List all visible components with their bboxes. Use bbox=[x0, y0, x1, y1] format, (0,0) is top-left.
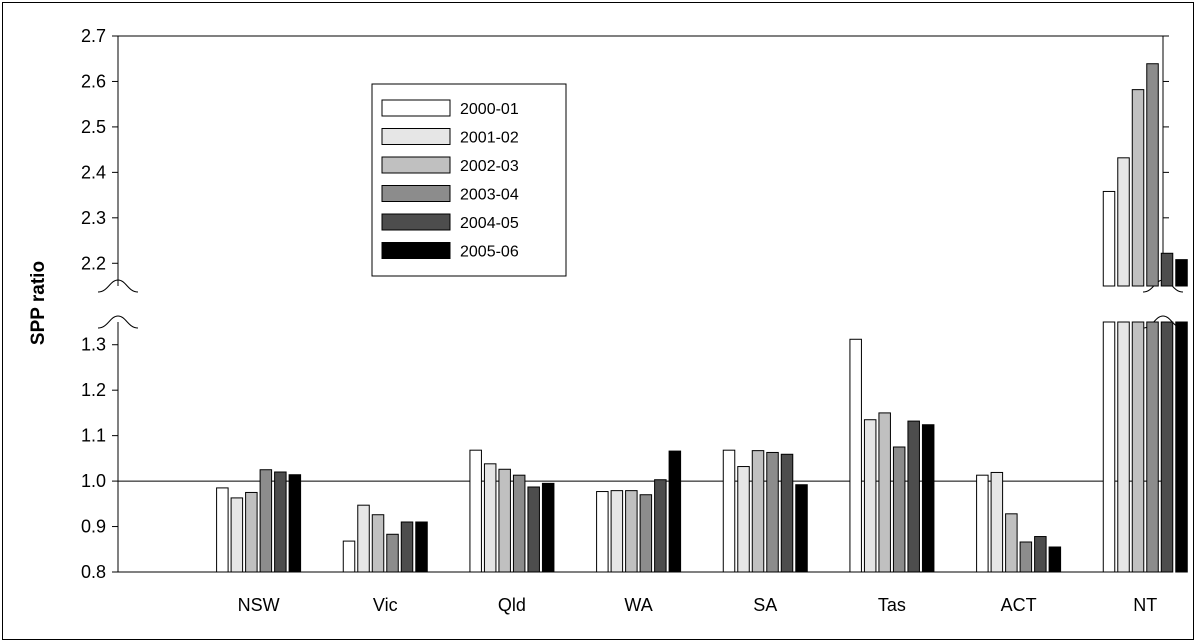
x-tick-label-ACT: ACT bbox=[1001, 595, 1037, 615]
bar-Qld-2001-02 bbox=[483, 463, 497, 573]
bar-NT-2004-05-upper bbox=[1160, 252, 1174, 287]
bar-NT-2003-04-lower bbox=[1146, 321, 1159, 573]
bar-Qld-2004-05 bbox=[527, 486, 540, 573]
bars bbox=[216, 63, 1188, 573]
bar-WA-2001-02 bbox=[610, 490, 624, 573]
legend-swatch-2004-05 bbox=[381, 213, 451, 231]
bar-ACT-2002-03 bbox=[1005, 513, 1018, 573]
bar-Vic-2001-02 bbox=[357, 504, 370, 573]
legend-label-2000-01: 2000-01 bbox=[460, 101, 519, 118]
bar-Vic-2005-06 bbox=[415, 521, 428, 573]
bar-NSW-2005-06 bbox=[288, 474, 302, 573]
bar-ACT-2003-04 bbox=[1019, 541, 1033, 573]
bar-SA-2003-04 bbox=[766, 451, 779, 573]
bar-NT-2001-02-lower bbox=[1117, 321, 1130, 573]
bar-NT-2000-01-upper bbox=[1102, 190, 1116, 287]
x-tick-label-Tas: Tas bbox=[878, 595, 906, 615]
lower-y-tick-label: 1.3 bbox=[81, 335, 106, 355]
bar-ACT-2005-06 bbox=[1048, 546, 1062, 573]
bar-NT-2005-06-lower bbox=[1175, 321, 1188, 573]
legend-swatch-2005-06 bbox=[381, 242, 451, 259]
legend-swatch-2001-02 bbox=[381, 128, 451, 145]
bar-Tas-2003-04 bbox=[892, 446, 906, 573]
bar-NT-2004-05-lower bbox=[1160, 321, 1174, 573]
bar-Tas-2005-06 bbox=[921, 424, 935, 573]
bar-WA-2000-01 bbox=[596, 491, 609, 573]
bar-ACT-2000-01 bbox=[976, 474, 989, 573]
bar-NSW-2004-05 bbox=[274, 471, 287, 573]
x-tick-label-Qld: Qld bbox=[498, 595, 526, 615]
axis-break-left-upper bbox=[97, 279, 139, 293]
bar-Vic-2003-04 bbox=[386, 533, 399, 573]
legend-swatch-2003-04 bbox=[381, 185, 451, 202]
legend-swatch-2002-03 bbox=[381, 156, 451, 174]
y-axis-label: SPP ratio bbox=[28, 261, 49, 345]
bar-SA-2005-06 bbox=[795, 484, 808, 573]
bar-SA-2002-03 bbox=[751, 450, 765, 573]
upper-y-tick-label: 2.6 bbox=[81, 71, 106, 91]
bar-NT-2002-03-upper bbox=[1131, 89, 1145, 287]
legend-label-2003-04: 2003-04 bbox=[460, 187, 519, 204]
axis-break-left-lower bbox=[97, 315, 139, 329]
legend: 2000-01 2001-02 2002-03 2003-04 2004-05 2005-… bbox=[371, 83, 567, 277]
x-tick-label-SA: SA bbox=[753, 595, 777, 615]
upper-y-tick-label: 2.2 bbox=[81, 253, 106, 273]
bar-WA-2004-05 bbox=[654, 479, 667, 573]
bar-SA-2000-01 bbox=[722, 449, 736, 573]
upper-y-tick-label: 2.5 bbox=[81, 117, 106, 137]
legend-label-2005-06: 2005-06 bbox=[460, 244, 519, 261]
bar-Vic-2004-05 bbox=[400, 521, 414, 573]
bar-Qld-2005-06 bbox=[541, 482, 555, 573]
bar-SA-2001-02 bbox=[737, 466, 750, 573]
bar-ACT-2004-05 bbox=[1034, 536, 1047, 573]
x-tick-label-WA: WA bbox=[624, 595, 652, 615]
bar-NT-2005-06-upper bbox=[1175, 259, 1188, 287]
bar-Tas-2004-05 bbox=[907, 420, 920, 573]
bar-NT-2001-02-upper bbox=[1117, 157, 1130, 287]
legend-swatch-2000-01 bbox=[381, 99, 451, 117]
x-tick-label-Vic: Vic bbox=[373, 595, 398, 615]
legend-label-2002-03: 2002-03 bbox=[460, 158, 519, 175]
legend-label-2001-02: 2001-02 bbox=[460, 130, 519, 147]
bar-NT-2000-01-lower bbox=[1102, 321, 1116, 573]
upper-y-tick-label: 2.3 bbox=[81, 208, 106, 228]
bar-Qld-2002-03 bbox=[498, 468, 511, 573]
x-tick-label-NSW: NSW bbox=[238, 595, 280, 615]
bar-Tas-2000-01 bbox=[849, 338, 862, 573]
lower-y-tick-label: 0.9 bbox=[81, 517, 106, 537]
lower-y-tick-label: 1.2 bbox=[81, 380, 106, 400]
bar-NT-2002-03-lower bbox=[1131, 321, 1145, 573]
bar-Qld-2003-04 bbox=[512, 474, 526, 573]
bar-Tas-2002-03 bbox=[878, 412, 891, 573]
bar-Qld-2000-01 bbox=[469, 449, 482, 573]
upper-y-tick-label: 2.7 bbox=[81, 26, 106, 46]
bar-Vic-2002-03 bbox=[371, 514, 385, 573]
bar-NSW-2002-03 bbox=[245, 491, 258, 573]
upper-y-tick-label: 2.4 bbox=[81, 162, 106, 182]
bar-WA-2003-04 bbox=[639, 494, 653, 573]
bar-NSW-2000-01 bbox=[216, 487, 229, 573]
bar-Tas-2001-02 bbox=[863, 419, 877, 573]
bar-SA-2004-05 bbox=[780, 453, 794, 573]
bar-NSW-2003-04 bbox=[259, 469, 273, 573]
bar-NSW-2001-02 bbox=[230, 497, 244, 573]
lower-y-tick-label: 1.0 bbox=[81, 471, 106, 491]
bar-NT-2003-04-upper bbox=[1146, 63, 1159, 287]
labels: 0.8 0.9 1.0 1.1 1.2 1.3 2.2 2.3 2.4 2.5 2.6 2.7 NSW V… bbox=[81, 26, 1157, 615]
bar-Vic-2000-01 bbox=[342, 540, 356, 573]
bar-WA-2002-03 bbox=[625, 490, 638, 573]
bar-WA-2005-06 bbox=[668, 450, 682, 573]
x-tick-label-NT: NT bbox=[1133, 595, 1157, 615]
lower-y-tick-label: 1.1 bbox=[81, 426, 106, 446]
bar-ACT-2001-02 bbox=[990, 471, 1004, 573]
legend-label-2004-05: 2004-05 bbox=[460, 215, 519, 232]
lower-y-tick-label: 0.8 bbox=[81, 562, 106, 582]
